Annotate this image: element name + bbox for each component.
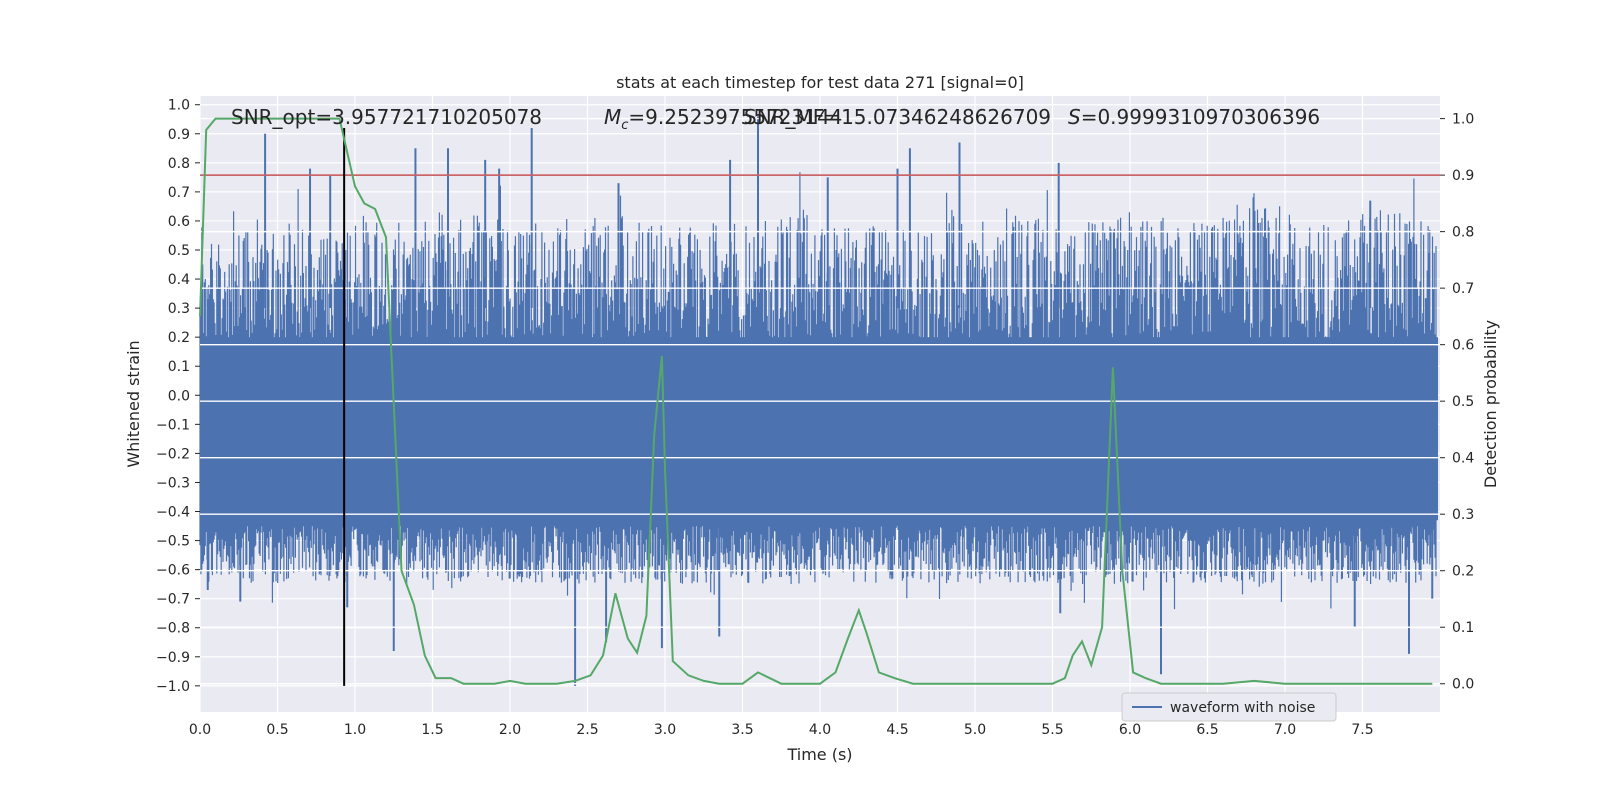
y-tick-label: 0.9 (168, 127, 190, 143)
y-tick-label: 1.0 (168, 98, 190, 114)
y2-tick-label: 1.0 (1452, 112, 1474, 128)
y2-tick-labels: 1.0 0.9 0.8 0.7 0.6 0.5 0.4 0.3 0.2 0.1 0.0 (1440, 112, 1474, 693)
x-tick-label: 6.0 (1119, 722, 1141, 738)
x-tick-label: 5.0 (964, 722, 986, 738)
x-tick-label: 5.5 (1041, 722, 1063, 738)
annotation-s-value: =0.9999310970306396 (1081, 105, 1320, 129)
y2-tick-label: 0.6 (1452, 338, 1474, 354)
x-tick-labels: 0.0 0.5 1.0 1.5 2.0 2.5 3.0 3.5 4.0 4.5 5.0 5.5 6.0 6… (189, 722, 1374, 738)
annotation-snr-opt: SNR_opt=3.957721710205078 (231, 105, 542, 129)
chart-title: stats at each timestep for test data 271… (616, 73, 1024, 92)
x-tick-label: 0.0 (189, 722, 211, 738)
y2-tick-label: 0.1 (1452, 620, 1474, 636)
y2-tick-label: 0.8 (1452, 225, 1474, 241)
y-tick-label: 0.4 (168, 272, 190, 288)
y-tick-label: 0.3 (168, 301, 190, 317)
y2-tick-label: 0.4 (1452, 451, 1474, 467)
y-tick-label: 0.1 (168, 359, 190, 375)
x-tick-label: 6.5 (1196, 722, 1218, 738)
y-tick-label: −0.7 (156, 592, 190, 608)
y-tick-label: −0.2 (156, 446, 190, 462)
legend-box (1121, 692, 1337, 722)
annotation-s: S=0.9999310970306396 (1068, 105, 1320, 129)
y-tick-label: 0.6 (168, 214, 190, 230)
x-tick-label: 2.5 (576, 722, 598, 738)
annotation-snr-overlap: SNR_MF=15.07346248626709 (744, 105, 1051, 129)
x-axis-label: Time (s) (786, 745, 852, 764)
probability-line (199, 117, 1433, 685)
y2-tick-label: 0.9 (1452, 168, 1474, 184)
y2-tick-label: 0.0 (1452, 677, 1474, 693)
annotation-mc: Mc=9.25239755723144 (604, 105, 842, 133)
x-tick-label: 1.5 (421, 722, 443, 738)
y-tick-label: −0.5 (156, 534, 190, 550)
y-tick-label: −0.8 (156, 621, 190, 637)
x-tick-label: 4.0 (809, 722, 831, 738)
y-tick-labels: 1.0 0.9 0.8 0.7 0.6 0.5 0.4 0.3 0.2 0.1 0.0 −0.1 −0.… (156, 98, 200, 695)
y-tick-label: 0.2 (168, 330, 190, 346)
x-tick-label: 4.5 (886, 722, 908, 738)
x-tick-label: 3.5 (731, 722, 753, 738)
y-tick-label: −0.4 (156, 505, 190, 521)
x-tick-label: 3.0 (654, 722, 676, 738)
y-tick-label: −0.6 (156, 563, 190, 579)
y-tick-label: 0.7 (168, 185, 190, 201)
y2-tick-label: 0.3 (1452, 507, 1474, 523)
y-tick-label: −1.0 (156, 679, 190, 695)
x-tick-label: 7.0 (1274, 722, 1296, 738)
legend: waveform with noise (1121, 692, 1337, 722)
y-tick-label: 0.0 (168, 388, 190, 404)
x-tick-label: 0.5 (266, 722, 288, 738)
probability-series (199, 117, 1440, 686)
x-tick-label: 7.5 (1351, 722, 1373, 738)
waveform-series (199, 116, 1438, 686)
y-axis-label: Whitened strain (124, 340, 143, 467)
y-tick-label: −0.3 (156, 475, 190, 491)
x-tick-label: 2.0 (499, 722, 521, 738)
y-tick-label: 0.5 (168, 243, 190, 259)
y2-axis-label: Detection probability (1481, 320, 1500, 488)
annotation-mc-value: =9.25239755723144 (628, 105, 842, 129)
y2-tick-label: 0.7 (1452, 281, 1474, 297)
y-tick-label: −0.9 (156, 650, 190, 666)
x-tick-label: 1.0 (344, 722, 366, 738)
y-tick-label: −0.1 (156, 417, 190, 433)
y2-tick-label: 0.2 (1452, 564, 1474, 580)
legend-label-waveform: waveform with noise (1170, 700, 1315, 716)
y-tick-label: 0.8 (168, 156, 190, 172)
y2-tick-label: 0.5 (1452, 394, 1474, 410)
waveform-core-band (200, 337, 1438, 521)
